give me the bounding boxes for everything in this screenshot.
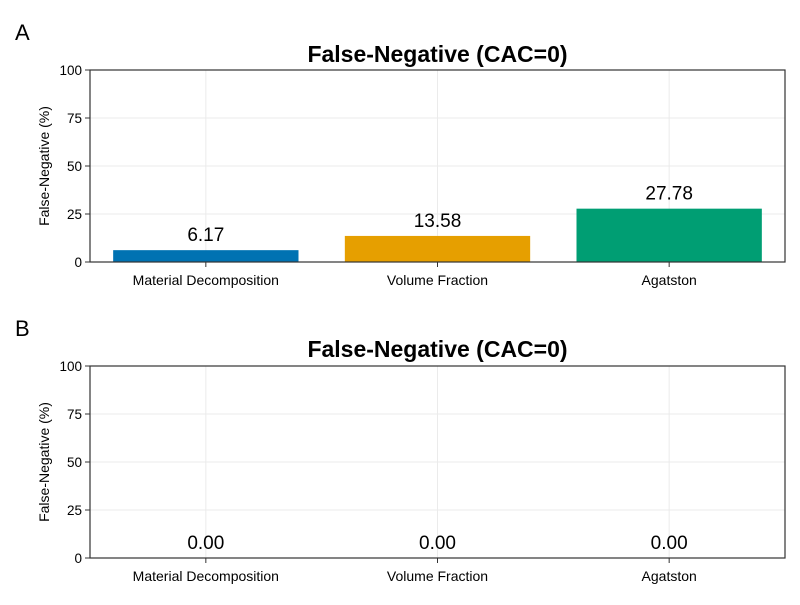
data-label: 6.17 (187, 225, 224, 246)
y-tick-label: 25 (67, 503, 82, 518)
y-tick-label: 50 (67, 455, 82, 470)
y-tick-label: 75 (67, 111, 82, 126)
y-tick-label: 25 (67, 207, 82, 222)
bar-3 (576, 208, 762, 262)
y-tick-label: 100 (59, 359, 82, 374)
data-label: 27.78 (645, 184, 693, 205)
x-tick-label: Agatston (642, 568, 697, 584)
chart-panel-a: A False-Negative (CAC=0) 6.17 13.58 27.78 0 25… (15, 20, 786, 288)
x-tick-label: Material Decomposition (133, 272, 279, 288)
x-tick-label: Volume Fraction (387, 568, 488, 584)
y-tick-label: 100 (59, 63, 82, 78)
y-tick-label: 0 (74, 255, 82, 270)
data-label: 0.00 (419, 533, 456, 554)
panel-letter: B (15, 316, 30, 341)
panel-letter: A (15, 20, 30, 45)
y-tick-label: 50 (67, 159, 82, 174)
x-tick-label: Material Decomposition (133, 568, 279, 584)
y-tick-label: 75 (67, 407, 82, 422)
y-axis-label: False-Negative (%) (36, 106, 52, 226)
data-label: 0.00 (187, 533, 224, 554)
data-label: 0.00 (651, 533, 688, 554)
chart-panel-b: B False-Negative (CAC=0) 0.00 0.00 0.00 0 25 50… (15, 316, 786, 584)
chart-title: False-Negative (CAC=0) (307, 41, 567, 67)
x-tick-label: Volume Fraction (387, 272, 488, 288)
bar-1 (113, 250, 299, 262)
chart-title: False-Negative (CAC=0) (307, 336, 567, 362)
y-tick-label: 0 (74, 551, 82, 566)
y-axis-label: False-Negative (%) (36, 402, 52, 522)
x-tick-label: Agatston (642, 272, 697, 288)
data-label: 13.58 (414, 211, 462, 232)
bar-2 (344, 235, 531, 262)
